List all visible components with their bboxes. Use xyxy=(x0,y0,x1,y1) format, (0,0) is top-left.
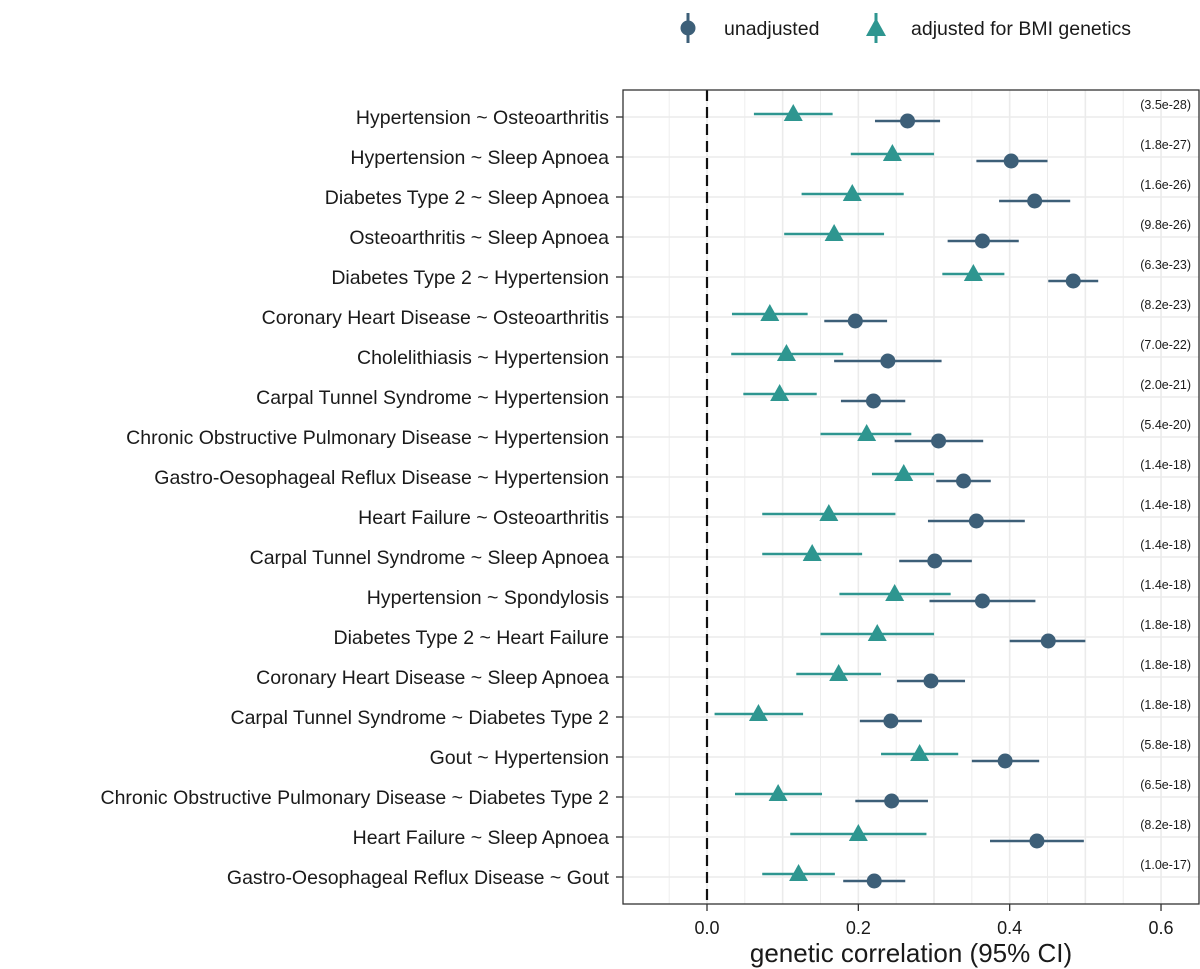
point-adjusted xyxy=(857,424,877,441)
point-adjusted xyxy=(842,184,862,201)
point-unadjusted xyxy=(884,793,900,809)
grid xyxy=(623,90,1199,904)
point-unadjusted xyxy=(900,113,916,129)
point-adjusted xyxy=(789,864,809,881)
pvalue-label: (1.8e-18) xyxy=(1140,658,1191,672)
row-label: Diabetes Type 2 ~ Sleep Apnoea xyxy=(325,187,609,209)
x-tick-label: 0.2 xyxy=(846,918,871,938)
point-unadjusted xyxy=(968,513,984,529)
pvalue-label: (1.8e-18) xyxy=(1140,698,1191,712)
pvalue-label: (7.0e-22) xyxy=(1140,338,1191,352)
point-unadjusted xyxy=(974,593,990,609)
point-unadjusted xyxy=(1065,273,1081,289)
point-adjusted xyxy=(776,344,796,361)
panel-border xyxy=(622,89,1200,905)
point-unadjusted xyxy=(883,713,899,729)
row-label: Coronary Heart Disease ~ Sleep Apnoea xyxy=(256,667,609,689)
pvalue-label: (3.5e-28) xyxy=(1140,98,1191,112)
point-adjusted xyxy=(783,104,803,121)
pvalue-label: (1.8e-18) xyxy=(1140,618,1191,632)
legend: unadjusted adjusted for BMI genetics xyxy=(680,13,1131,43)
pvalue-label: (6.5e-18) xyxy=(1140,778,1191,792)
point-adjusted xyxy=(963,264,983,281)
row-label: Hypertension ~ Spondylosis xyxy=(367,587,610,609)
point-unadjusted xyxy=(880,353,896,369)
row-label: Carpal Tunnel Syndrome ~ Hypertension xyxy=(256,387,609,409)
point-unadjusted xyxy=(997,753,1013,769)
row-label: Heart Failure ~ Sleep Apnoea xyxy=(353,827,610,849)
row-label: Chronic Obstructive Pulmonary Disease ~ … xyxy=(100,787,609,809)
pvalue-label: (1.0e-17) xyxy=(1140,858,1191,872)
pvalue-label: (6.3e-23) xyxy=(1140,258,1191,272)
point-adjusted xyxy=(829,664,849,681)
row-label: Coronary Heart Disease ~ Osteoarthritis xyxy=(262,307,610,329)
row-label: Diabetes Type 2 ~ Heart Failure xyxy=(334,627,610,649)
point-adjusted xyxy=(867,624,887,641)
x-tick-label: 0.0 xyxy=(694,918,719,938)
point-adjusted xyxy=(768,784,788,801)
pvalue-label: (1.4e-18) xyxy=(1140,458,1191,472)
point-unadjusted xyxy=(931,433,947,449)
row-label: Osteoarthritis ~ Sleep Apnoea xyxy=(349,227,609,249)
pvalue-label: (1.4e-18) xyxy=(1140,538,1191,552)
point-unadjusted xyxy=(865,393,881,409)
pvalue-label: (8.2e-18) xyxy=(1140,818,1191,832)
point-unadjusted xyxy=(847,313,863,329)
point-unadjusted xyxy=(1040,633,1056,649)
point-unadjusted xyxy=(923,673,939,689)
point-adjusted xyxy=(848,824,868,841)
row-label: Carpal Tunnel Syndrome ~ Diabetes Type 2 xyxy=(231,707,610,729)
pvalue-label: (9.8e-26) xyxy=(1140,218,1191,232)
point-adjusted xyxy=(824,224,844,241)
pvalue-label: (8.2e-23) xyxy=(1140,298,1191,312)
row-label: Hypertension ~ Sleep Apnoea xyxy=(350,147,609,169)
point-unadjusted xyxy=(1027,193,1043,209)
point-unadjusted xyxy=(1003,153,1019,169)
point-unadjusted xyxy=(927,553,943,569)
row-label: Chronic Obstructive Pulmonary Disease ~ … xyxy=(126,427,609,449)
pvalue-label: (5.4e-20) xyxy=(1140,418,1191,432)
pvalue-label: (1.4e-18) xyxy=(1140,578,1191,592)
point-adjusted xyxy=(882,144,902,161)
row-label: Heart Failure ~ Osteoarthritis xyxy=(358,507,609,529)
legend-unadjusted-key xyxy=(680,13,696,43)
x-axis-title: genetic correlation (95% CI) xyxy=(750,938,1072,968)
point-unadjusted xyxy=(974,233,990,249)
row-label: Gastro-Oesophageal Reflux Disease ~ Hype… xyxy=(154,467,609,489)
pvalue-label: (2.0e-21) xyxy=(1140,378,1191,392)
row-label: Cholelithiasis ~ Hypertension xyxy=(357,347,609,369)
point-adjusted xyxy=(819,504,839,521)
pvalue-label: (5.8e-18) xyxy=(1140,738,1191,752)
point-adjusted xyxy=(885,584,905,601)
point-adjusted xyxy=(894,464,914,481)
point-adjusted xyxy=(770,384,790,401)
legend-unadjusted-label: unadjusted xyxy=(724,18,819,40)
row-label: Hypertension ~ Osteoarthritis xyxy=(356,107,609,129)
chart-marks: (3.5e-28) (1.8e-27) (1.6e-26) (9.8e-26) (6.3… xyxy=(705,90,1191,904)
row-label: Gastro-Oesophageal Reflux Disease ~ Gout xyxy=(227,867,610,889)
point-unadjusted xyxy=(956,473,972,489)
point-adjusted xyxy=(760,304,780,321)
row-label: Gout ~ Hypertension xyxy=(430,747,609,769)
x-tick-label: 0.4 xyxy=(997,918,1022,938)
point-unadjusted xyxy=(866,873,882,889)
point-adjusted xyxy=(910,744,930,761)
pvalue-label: (1.4e-18) xyxy=(1140,498,1191,512)
row-label: Diabetes Type 2 ~ Hypertension xyxy=(331,267,609,289)
point-unadjusted xyxy=(1029,833,1045,849)
pvalue-label: (1.8e-27) xyxy=(1140,138,1191,152)
legend-adjusted-label: adjusted for BMI genetics xyxy=(911,18,1131,40)
row-label: Carpal Tunnel Syndrome ~ Sleep Apnoea xyxy=(250,547,610,569)
legend-adjusted-key xyxy=(866,13,886,43)
x-tick-label: 0.6 xyxy=(1149,918,1174,938)
point-adjusted xyxy=(748,704,768,721)
row-labels: Hypertension ~ Osteoarthritis Hypertensi… xyxy=(100,107,623,889)
x-axis: 0.0 0.2 0.4 0.6 xyxy=(694,904,1174,938)
point-adjusted xyxy=(802,544,822,561)
pvalue-label: (1.6e-26) xyxy=(1140,178,1191,192)
